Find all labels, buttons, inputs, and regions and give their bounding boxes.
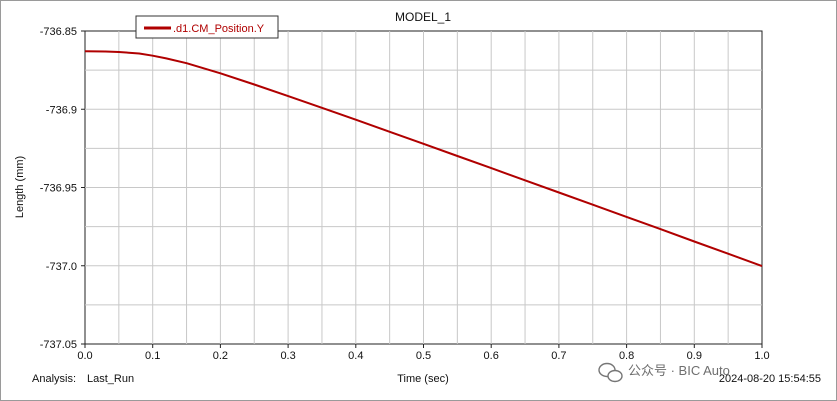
watermark-text: 公众号 · BIC Auto (628, 363, 730, 378)
x-tick-label: 0.9 (687, 350, 702, 362)
x-tick-label: 0.2 (213, 350, 228, 362)
y-tick-labels: -736.85 -736.9 -736.95 -737.0 -737.05 (40, 26, 85, 351)
x-tick-label: 0.0 (77, 350, 92, 362)
series-layer (84, 50, 763, 268)
x-tick-label: 0.5 (416, 350, 431, 362)
x-tick-label: 0.7 (551, 350, 566, 362)
x-tick-label: 0.8 (619, 350, 634, 362)
analysis-label: Analysis: (32, 373, 76, 385)
x-tick-labels: 0.0 0.1 0.2 0.3 0.4 0.5 0.6 0.7 0.8 0.9 1.0 (77, 344, 770, 362)
timestamp: 2024-08-20 15:54:55 (719, 373, 821, 385)
y-tick-label: -736.9 (46, 104, 77, 116)
x-tick-label: 0.1 (145, 350, 160, 362)
y-tick-label: -736.85 (40, 26, 77, 38)
legend[interactable]: .d1.CM_Position.Y (135, 15, 279, 39)
x-tick-label: 0.6 (484, 350, 499, 362)
y-tick-label: -736.95 (40, 183, 77, 195)
grid-lines (85, 31, 762, 344)
legend-box (135, 15, 279, 39)
legend-label: .d1.CM_Position.Y (173, 23, 265, 35)
series-line (84, 50, 763, 268)
wechat-icon (598, 362, 623, 383)
x-tick-label: 0.4 (348, 350, 363, 362)
y-axis-label: Length (mm) (14, 156, 26, 218)
y-tick-label: -737.05 (40, 339, 77, 351)
watermark: 公众号 · BIC Auto (598, 362, 730, 383)
chart-title: MODEL_1 (395, 10, 451, 24)
x-tick-label: 0.3 (280, 350, 295, 362)
x-tick-label: 1.0 (754, 350, 769, 362)
x-axis-label: Time (sec) (397, 373, 449, 385)
analysis-value: Last_Run (87, 373, 134, 385)
y-tick-label: -737.0 (46, 261, 77, 273)
